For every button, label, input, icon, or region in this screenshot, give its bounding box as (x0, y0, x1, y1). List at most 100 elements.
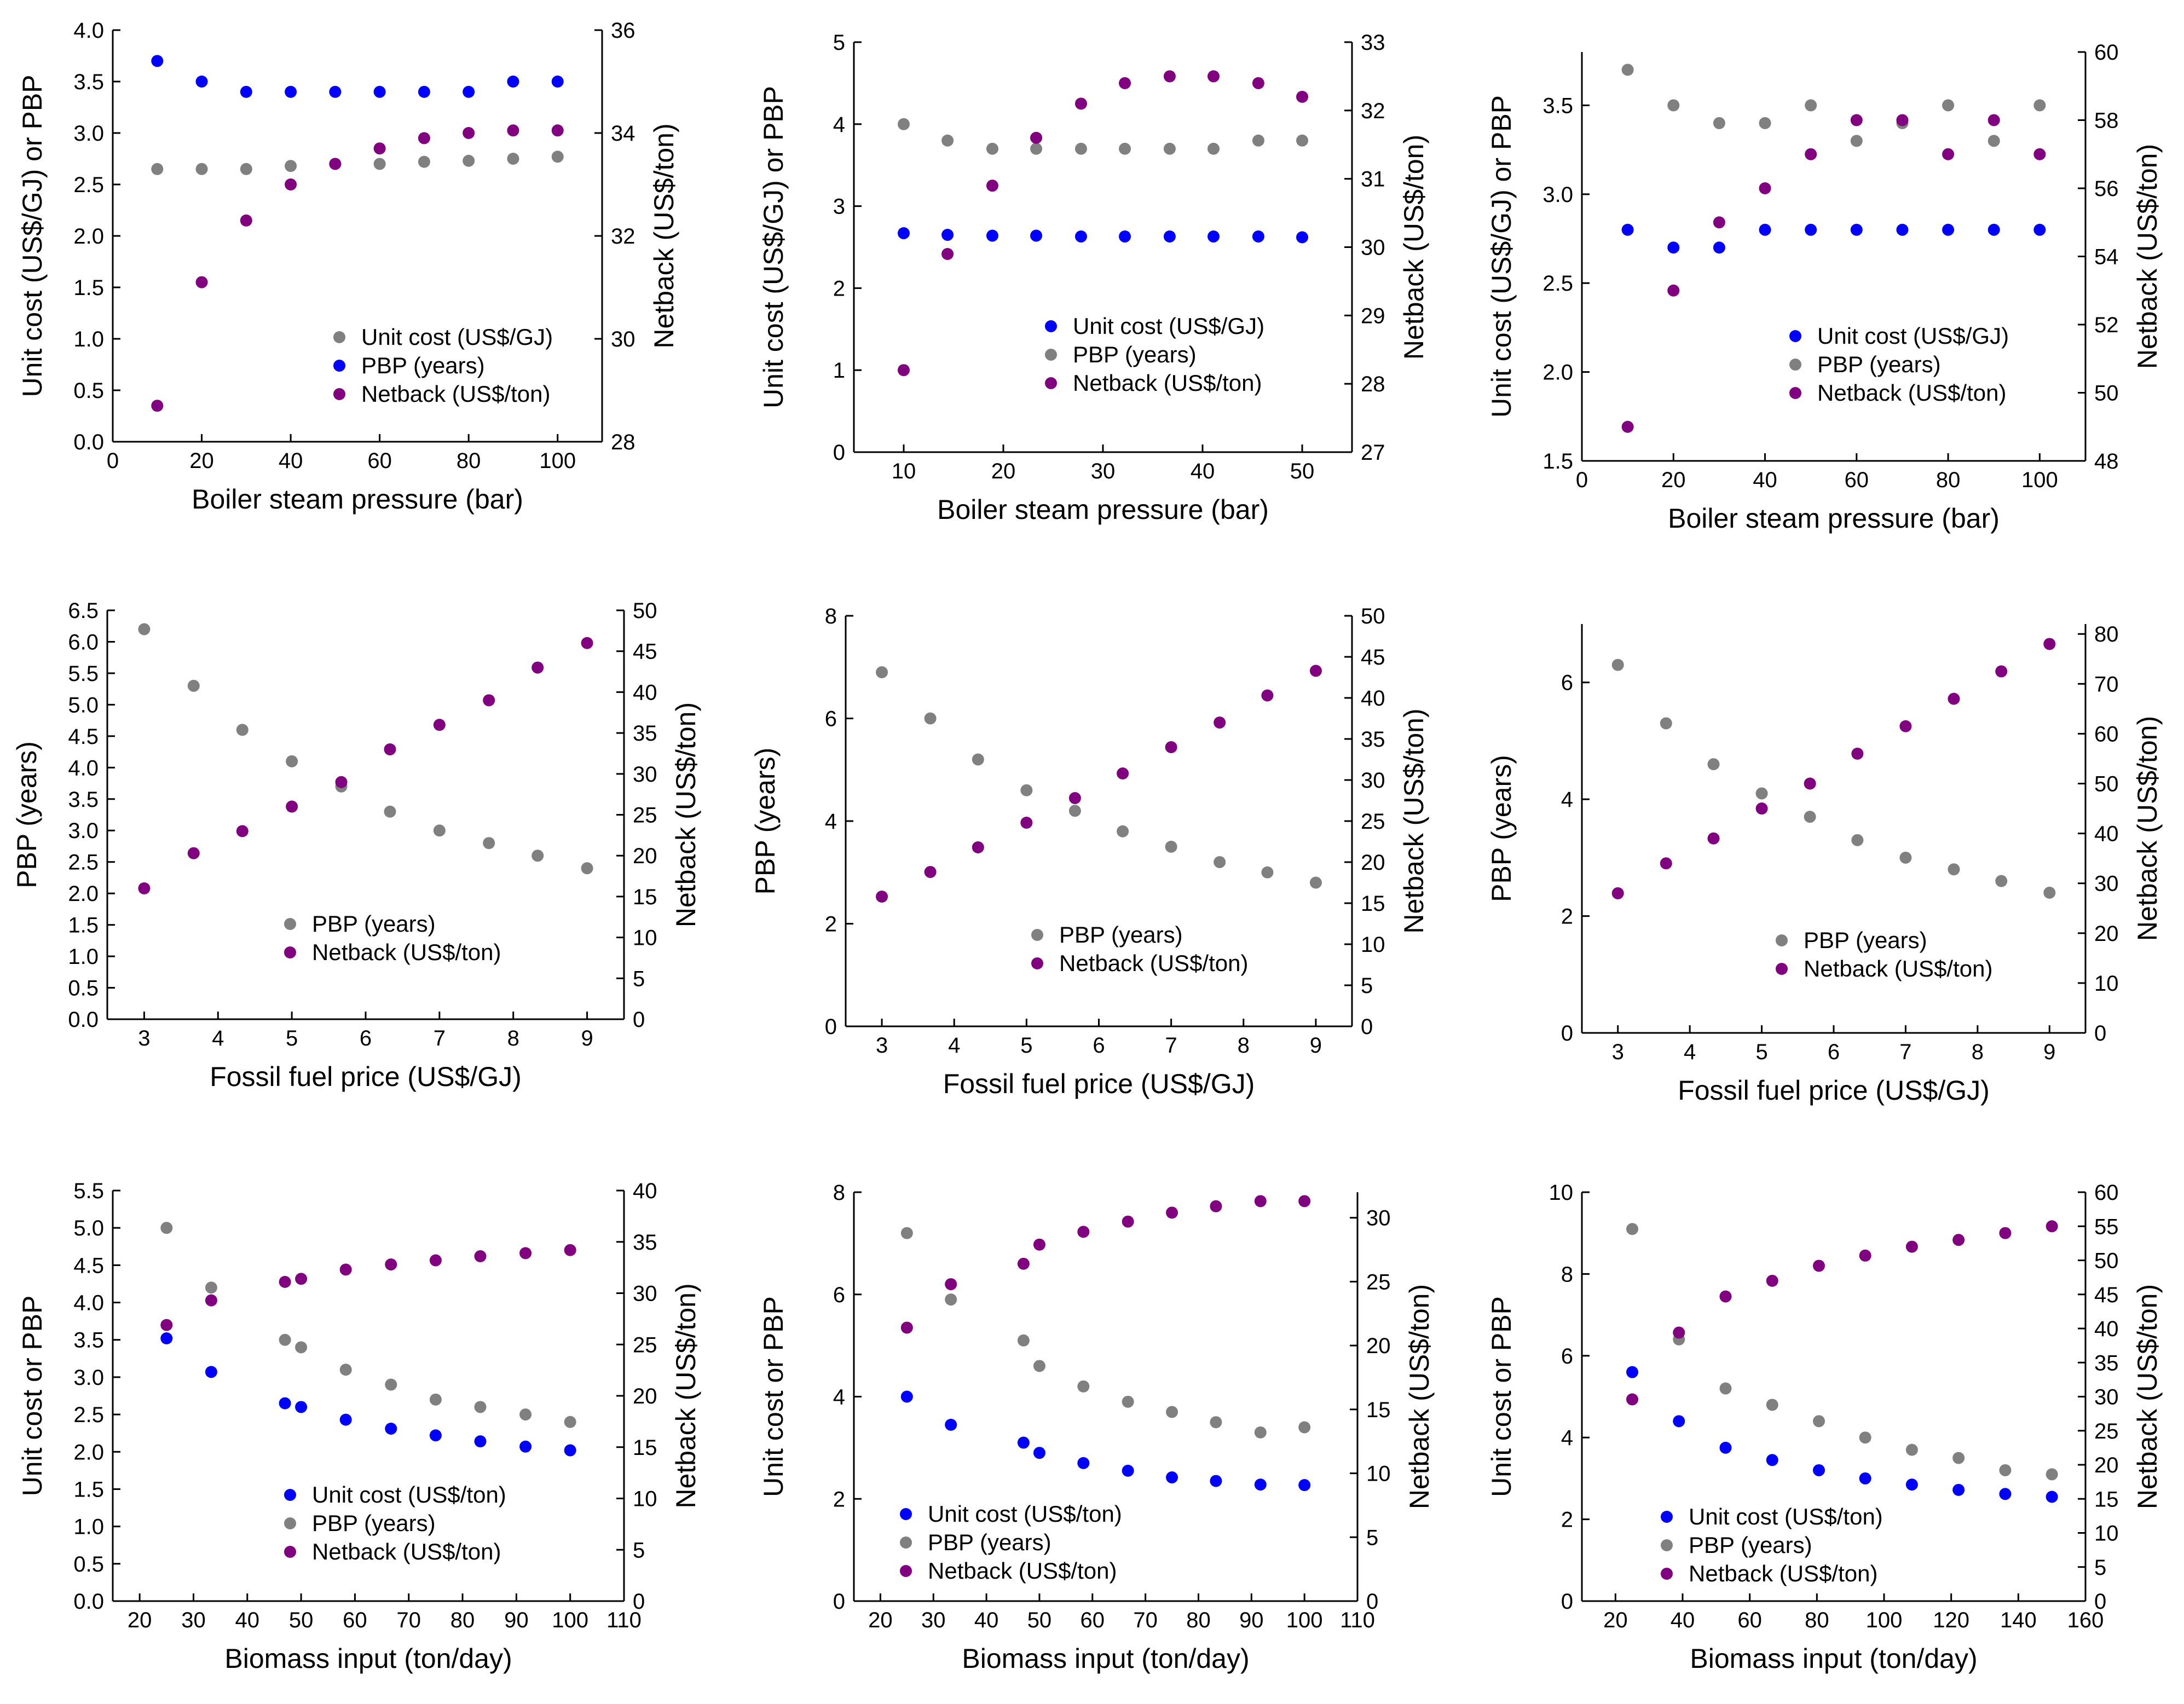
chart-panel-7: 20 30 40 50 60 70 80 90 100 1100.00.51.01.52.02.5… (17, 1179, 701, 1674)
y-tick-label: 4.0 (73, 19, 104, 43)
y2-tick-label: 36 (611, 19, 635, 43)
data-point (160, 1319, 173, 1331)
x-tick-label: 110 (1340, 1608, 1375, 1632)
y-tick-label: 0.0 (73, 430, 104, 454)
x-tick-label: 0 (1576, 468, 1588, 492)
data-point (1707, 832, 1720, 845)
legend-label: PBP (years) (312, 911, 436, 937)
chart-panel-9: 20 40 60 80 100 120 140 16002468100510152025303… (1486, 1181, 2163, 1674)
data-point (898, 364, 910, 377)
data-point (1952, 1234, 1965, 1246)
y2-tick-label: 30 (1361, 769, 1385, 793)
y-tick-label: 2 (825, 912, 837, 937)
y-tick-label: 0.5 (73, 1552, 104, 1576)
y-tick-label: 3.5 (73, 1328, 104, 1353)
y2-tick-label: 20 (633, 844, 657, 868)
data-point (236, 724, 249, 736)
data-point (1805, 148, 1817, 160)
data-point (1850, 135, 1863, 147)
data-point (1805, 223, 1817, 236)
data-point (1119, 230, 1131, 243)
y2-tick-label: 25 (633, 804, 657, 828)
data-point (373, 158, 386, 170)
y2-tick-label: 20 (633, 1384, 657, 1408)
data-point (1254, 1195, 1267, 1208)
x-tick-label: 20 (1603, 1608, 1628, 1632)
y-tick-label: 2.0 (73, 224, 104, 249)
data-point (972, 753, 984, 766)
data-point (1077, 1457, 1090, 1469)
y-tick-label: 6.0 (68, 630, 99, 654)
y2-tick-label: 0 (1366, 1590, 1378, 1614)
data-point (2033, 223, 2046, 236)
data-point (1020, 817, 1033, 829)
data-point (1899, 720, 1912, 732)
x-tick-label: 0 (107, 449, 119, 473)
legend-label: Unit cost (US$/ton) (1689, 1504, 1883, 1529)
data-point (1033, 1360, 1045, 1372)
data-point (900, 1227, 913, 1239)
data-point (1905, 1443, 1918, 1456)
x-tick-label: 5 (1755, 1040, 1767, 1064)
legend-marker (1045, 349, 1057, 361)
x-tick-label: 100 (2021, 468, 2058, 492)
data-point (1626, 1223, 1638, 1235)
legend-label: PBP (years) (361, 353, 485, 378)
data-point (483, 837, 495, 850)
data-point (1673, 1326, 1685, 1339)
legend-label: Unit cost (US$/ton) (928, 1501, 1122, 1527)
data-point (507, 124, 519, 137)
data-point (507, 153, 519, 165)
legend-marker (1776, 963, 1788, 975)
legend-label: Netback (US$/ton) (1059, 950, 1248, 976)
y2-tick-label: 70 (2094, 672, 2119, 696)
data-point (2046, 1220, 2058, 1233)
legend-label: PBP (years) (928, 1529, 1051, 1555)
legend-marker (1661, 1511, 1673, 1523)
data-point (986, 180, 998, 192)
legend-label: Netback (US$/ton) (312, 1539, 501, 1564)
data-point (941, 247, 954, 260)
y2-tick-label: 50 (633, 599, 657, 623)
data-point (195, 76, 208, 88)
data-point (1074, 142, 1087, 155)
data-point (581, 637, 593, 649)
data-point (329, 85, 342, 98)
legend-label: Netback (US$/ton) (1073, 370, 1262, 396)
data-point (160, 1332, 173, 1344)
legend-marker (1045, 377, 1057, 389)
data-point (1859, 1431, 1871, 1444)
x-tick-label: 80 (450, 1608, 475, 1632)
data-point (1621, 420, 1634, 433)
data-point (295, 1341, 308, 1354)
y-tick-label: 3.0 (1542, 183, 1573, 207)
y-tick-label: 4.0 (68, 756, 99, 780)
data-point (2033, 148, 2046, 160)
chart-panel-2: 10 20 30 40 50 0 1 2 3 4 5 27 28 29 30 31 32 33 Boiler ste… (758, 31, 1429, 525)
data-point (564, 1244, 576, 1256)
data-point (1033, 1447, 1045, 1459)
y2-tick-label: 30 (633, 1282, 657, 1306)
data-point (1261, 689, 1274, 702)
legend-marker (333, 360, 345, 372)
x-tick-label: 3 (1612, 1040, 1624, 1064)
data-point (1719, 1382, 1732, 1395)
data-point (339, 1413, 352, 1426)
data-point (972, 841, 984, 853)
data-point (1309, 665, 1322, 677)
data-point (1766, 1454, 1778, 1466)
data-point (1163, 230, 1176, 243)
y-tick-label: 0.0 (73, 1590, 104, 1614)
data-point (1165, 840, 1177, 853)
data-point (483, 694, 495, 707)
y-tick-label: 5.5 (68, 662, 99, 686)
x-tick-label: 40 (1191, 459, 1215, 483)
y-axis-title: Unit cost or PBP (17, 1296, 48, 1497)
data-point (205, 1294, 217, 1307)
data-point (1999, 1227, 2012, 1239)
x-tick-label: 50 (1290, 459, 1315, 483)
y2-tick-label: 32 (611, 224, 635, 249)
data-point (1309, 876, 1322, 889)
y2-tick-label: 5 (1361, 974, 1373, 998)
